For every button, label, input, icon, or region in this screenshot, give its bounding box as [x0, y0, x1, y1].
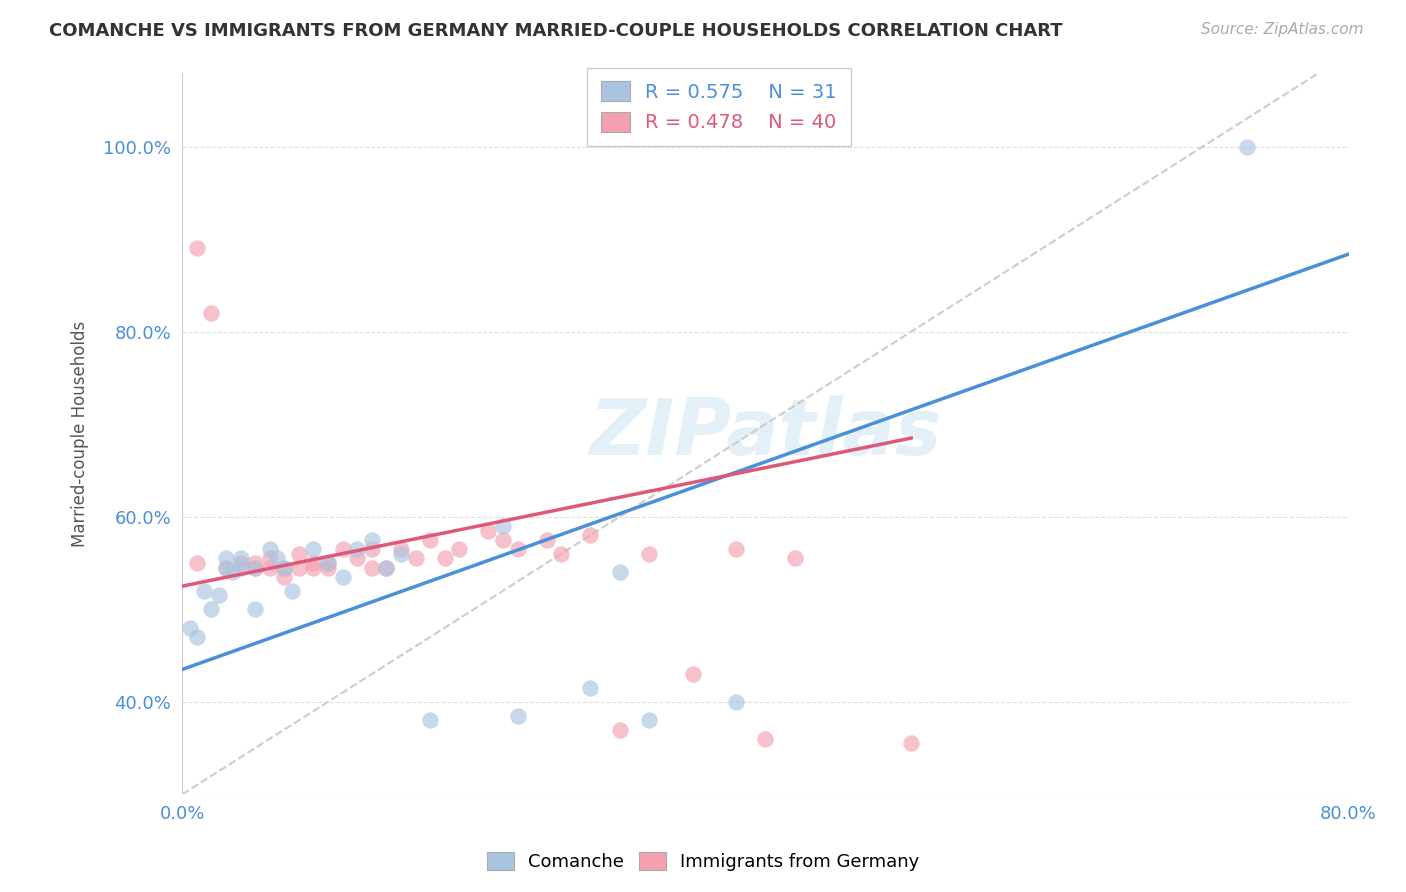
Point	[243, 560, 266, 574]
Point	[215, 551, 238, 566]
Point	[419, 533, 441, 547]
Point	[186, 556, 208, 570]
Point	[725, 542, 748, 557]
Point	[186, 241, 208, 255]
Point	[637, 547, 659, 561]
Point	[229, 556, 252, 570]
Point	[433, 551, 456, 566]
Text: Source: ZipAtlas.com: Source: ZipAtlas.com	[1201, 22, 1364, 37]
Point	[243, 560, 266, 574]
Point	[259, 560, 281, 574]
Point	[419, 714, 441, 728]
Point	[316, 556, 339, 570]
Point	[550, 547, 572, 561]
Point	[288, 547, 311, 561]
Point	[609, 566, 631, 580]
Point	[360, 542, 382, 557]
Point	[360, 533, 382, 547]
Point	[302, 560, 325, 574]
Point	[477, 524, 499, 538]
Point	[266, 551, 288, 566]
Point	[346, 551, 368, 566]
Point	[215, 560, 238, 574]
Point	[725, 695, 748, 709]
Point	[492, 533, 515, 547]
Point	[332, 570, 354, 584]
Point	[682, 667, 704, 681]
Point	[900, 736, 922, 750]
Point	[229, 551, 252, 566]
Point	[536, 533, 558, 547]
Point	[243, 602, 266, 616]
Point	[1236, 139, 1258, 153]
Point	[783, 551, 806, 566]
Point	[506, 542, 529, 557]
Point	[389, 547, 412, 561]
Point	[302, 542, 325, 557]
Point	[389, 542, 412, 557]
Point	[208, 588, 231, 602]
Point	[215, 560, 238, 574]
Point	[506, 708, 529, 723]
Legend: Comanche, Immigrants from Germany: Comanche, Immigrants from Germany	[479, 845, 927, 879]
Point	[259, 542, 281, 557]
Point	[200, 306, 222, 320]
Point	[449, 542, 471, 557]
Point	[179, 621, 201, 635]
Point	[193, 583, 215, 598]
Text: COMANCHE VS IMMIGRANTS FROM GERMANY MARRIED-COUPLE HOUSEHOLDS CORRELATION CHART: COMANCHE VS IMMIGRANTS FROM GERMANY MARR…	[49, 22, 1063, 40]
Point	[288, 560, 311, 574]
Point	[273, 560, 295, 574]
Point	[229, 560, 252, 574]
Point	[579, 681, 602, 695]
Point	[375, 560, 398, 574]
Point	[492, 519, 515, 533]
Point	[316, 556, 339, 570]
Point	[243, 556, 266, 570]
Point	[609, 723, 631, 737]
Point	[332, 542, 354, 557]
Point	[273, 570, 295, 584]
Text: ZIPatlas: ZIPatlas	[589, 395, 942, 472]
Point	[346, 542, 368, 557]
Y-axis label: Married-couple Households: Married-couple Households	[72, 320, 89, 547]
Point	[579, 528, 602, 542]
Point	[754, 731, 776, 746]
Point	[360, 560, 382, 574]
Point	[637, 714, 659, 728]
Point	[200, 602, 222, 616]
Point	[222, 566, 245, 580]
Point	[302, 556, 325, 570]
Point	[375, 560, 398, 574]
Point	[405, 551, 427, 566]
Point	[280, 583, 302, 598]
Point	[316, 560, 339, 574]
Point	[259, 551, 281, 566]
Point	[273, 560, 295, 574]
Legend: R = 0.575    N = 31, R = 0.478    N = 40: R = 0.575 N = 31, R = 0.478 N = 40	[586, 68, 851, 145]
Point	[186, 630, 208, 644]
